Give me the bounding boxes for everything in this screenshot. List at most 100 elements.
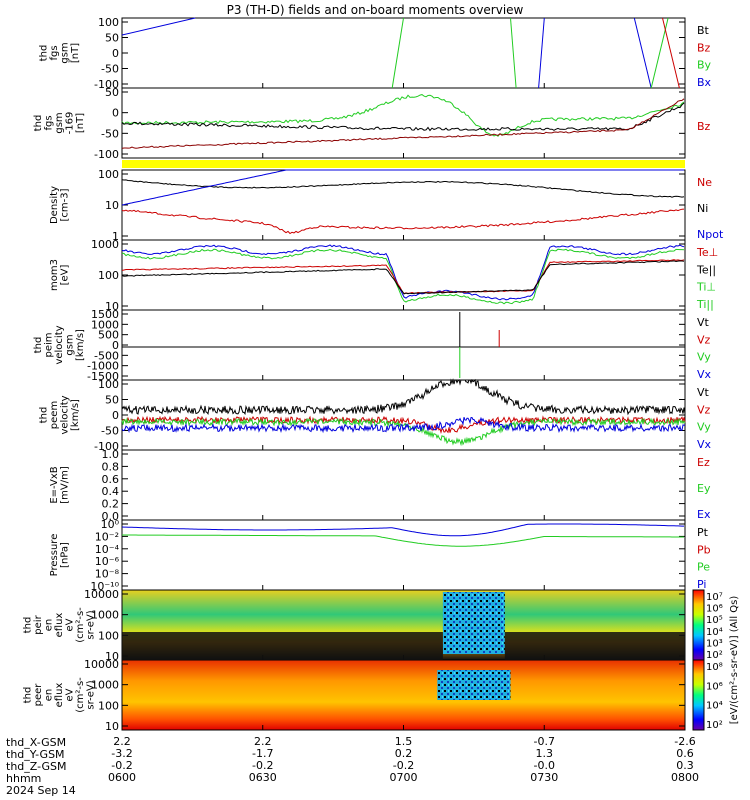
ylabel-peir: sr-eV) — [86, 610, 97, 639]
orbit-labels: thd_X-GSM thd_Y-GSM thd_Z-GSM hhmm 2024 … — [6, 737, 76, 797]
ytick-label-pressure: 10⁻² — [95, 530, 119, 543]
ytick-label-fgs_b: -100 — [94, 148, 119, 161]
ylabel-fgs_b: -169 — [65, 112, 76, 135]
peem-vx-trace — [121, 416, 686, 434]
orbit-value-3: 0730 — [530, 771, 558, 784]
ytick-label-peem: 50 — [105, 394, 119, 407]
ylabel-density: [cm-3] — [59, 188, 70, 221]
ylabel-fgs_b: thd — [33, 115, 44, 132]
legend-pressure-2: Pe — [697, 561, 710, 574]
ytick-label-peir: 10000 — [84, 588, 119, 601]
orbit-value-2: 0.3 — [676, 759, 694, 772]
ylabel-pressure: Pressure — [49, 534, 60, 577]
ylabel-fgs: fgs — [49, 45, 60, 60]
colorbar-label: [eV/(cm²-s-sr-eV)] (All Qs) — [729, 596, 740, 725]
ylabel-peir: (cm²-s- — [75, 607, 86, 643]
orbit-label-y: thd_Y-GSM — [6, 748, 65, 761]
ytick-label-peim: -1500 — [87, 370, 119, 383]
legend-pressure-3: Pi — [697, 578, 706, 591]
cbar-tick-peer: 10⁴ — [706, 701, 723, 712]
fgs-bz-trace — [662, 17, 680, 89]
legend-efield-2: Ex — [697, 508, 711, 521]
ylabel-peer: eV — [65, 688, 76, 701]
ylabel-fgs_b: [nT] — [75, 113, 86, 133]
ylabel-peir: thd — [23, 617, 34, 634]
orbit-value-0: -2.6 — [674, 735, 695, 748]
orbit-value-1: -3.2 — [111, 747, 132, 760]
legend-density-1: Ni — [697, 202, 708, 215]
ytick-label-peim: -1000 — [87, 360, 119, 373]
colorbar-peir — [692, 589, 705, 661]
ytick-label-peir: 1000 — [91, 609, 119, 622]
ylabel-peim: [km/s] — [75, 329, 86, 361]
cbar-tick-peir: 10⁷ — [706, 592, 723, 603]
fgs-b-by-trace — [121, 94, 685, 137]
fgs-bx-trace-3 — [633, 17, 652, 89]
ytick-label-peer: 10 — [105, 720, 119, 733]
ylabel-peem: thd — [38, 407, 49, 424]
orbit-value-3: 0700 — [390, 771, 418, 784]
orbit-value-1: 1.3 — [536, 747, 554, 760]
ytick-label-peem: -100 — [94, 440, 119, 453]
orbit-value-0: 1.5 — [395, 735, 413, 748]
ylabel-peer: (cm²-s- — [75, 677, 86, 713]
legend-temp-2: Ti⊥ — [696, 281, 716, 294]
cbar-tick-peir: 10⁴ — [706, 627, 723, 638]
ylabel-peir: eV — [65, 618, 76, 631]
ytick-label-efield: 0.4 — [102, 485, 120, 498]
ylabel-fgs_b: gsm — [54, 112, 65, 133]
legend-peem-0: Vt — [697, 386, 710, 399]
ylabel-peer: eflux — [54, 683, 65, 708]
pressure-pe-trace — [122, 534, 684, 547]
ytick-label-density: 100 — [98, 168, 119, 181]
orbit-value-3: 0800 — [671, 771, 699, 784]
ytick-label-efield: 1.0 — [102, 448, 120, 461]
ylabel-peer: sr-eV) — [86, 680, 97, 709]
ytick-label-density: 10 — [105, 199, 119, 212]
temp-tiperp-trace — [121, 248, 685, 305]
ytick-label-efield: 0.6 — [102, 473, 120, 486]
ylabel-temp: [eV] — [59, 265, 70, 286]
ytick-label-fgs: 0 — [112, 47, 119, 60]
orbit-label-hhmm: hhmm — [6, 772, 42, 785]
cbar-tick-peir: 10⁶ — [706, 604, 723, 615]
panel-frame-efield — [121, 449, 686, 521]
panel-frame-peem — [121, 379, 686, 451]
ytick-label-peim: 1000 — [91, 318, 119, 331]
ylabel-density: Density — [49, 186, 60, 224]
ytick-label-peir: 100 — [98, 629, 119, 642]
ytick-label-peir: 10 — [105, 650, 119, 663]
fgs-b-bz-trace — [121, 98, 685, 149]
ytick-label-fgs: -100 — [94, 78, 119, 91]
quality-bar — [122, 160, 685, 168]
legend-pressure-1: Pb — [697, 543, 711, 556]
ytick-label-temp: 1000 — [91, 238, 119, 251]
ylabel-peir: peir — [33, 614, 44, 634]
legend-temp-1: Te|| — [696, 263, 716, 276]
ylabel-peim: peim — [44, 332, 55, 357]
ytick-label-pressure: 10⁻⁴ — [95, 543, 120, 556]
ylabel-peem: velocity — [59, 395, 70, 434]
ytick-label-density: 1 — [112, 230, 119, 243]
ytick-label-peim: -500 — [94, 349, 119, 362]
fgs-by-trace — [391, 17, 404, 89]
ylabel-fgs: [nT] — [70, 43, 81, 63]
legend-peim-3: Vx — [697, 368, 712, 381]
ylabel-peem: [km/s] — [70, 399, 81, 431]
temp-tepar-trace — [121, 260, 685, 295]
ylabel-peir: eflux — [54, 613, 65, 638]
ytick-label-fgs: -50 — [101, 63, 119, 76]
peir-speckle — [442, 592, 505, 654]
peem-vy-trace — [121, 417, 686, 447]
ytick-label-temp: 10 — [105, 300, 119, 313]
orbit-value-3: 0600 — [108, 771, 136, 784]
legend-peim-2: Vy — [697, 351, 711, 364]
orbit-label-z: thd_Z-GSM — [6, 760, 67, 773]
orbit-value-1: 0.6 — [676, 747, 694, 760]
orbit-value-0: 2.2 — [254, 735, 272, 748]
ytick-label-peem: 100 — [98, 378, 119, 391]
ytick-label-efield: 0.0 — [102, 510, 120, 523]
ylabel-fgs: gsm — [59, 42, 70, 63]
